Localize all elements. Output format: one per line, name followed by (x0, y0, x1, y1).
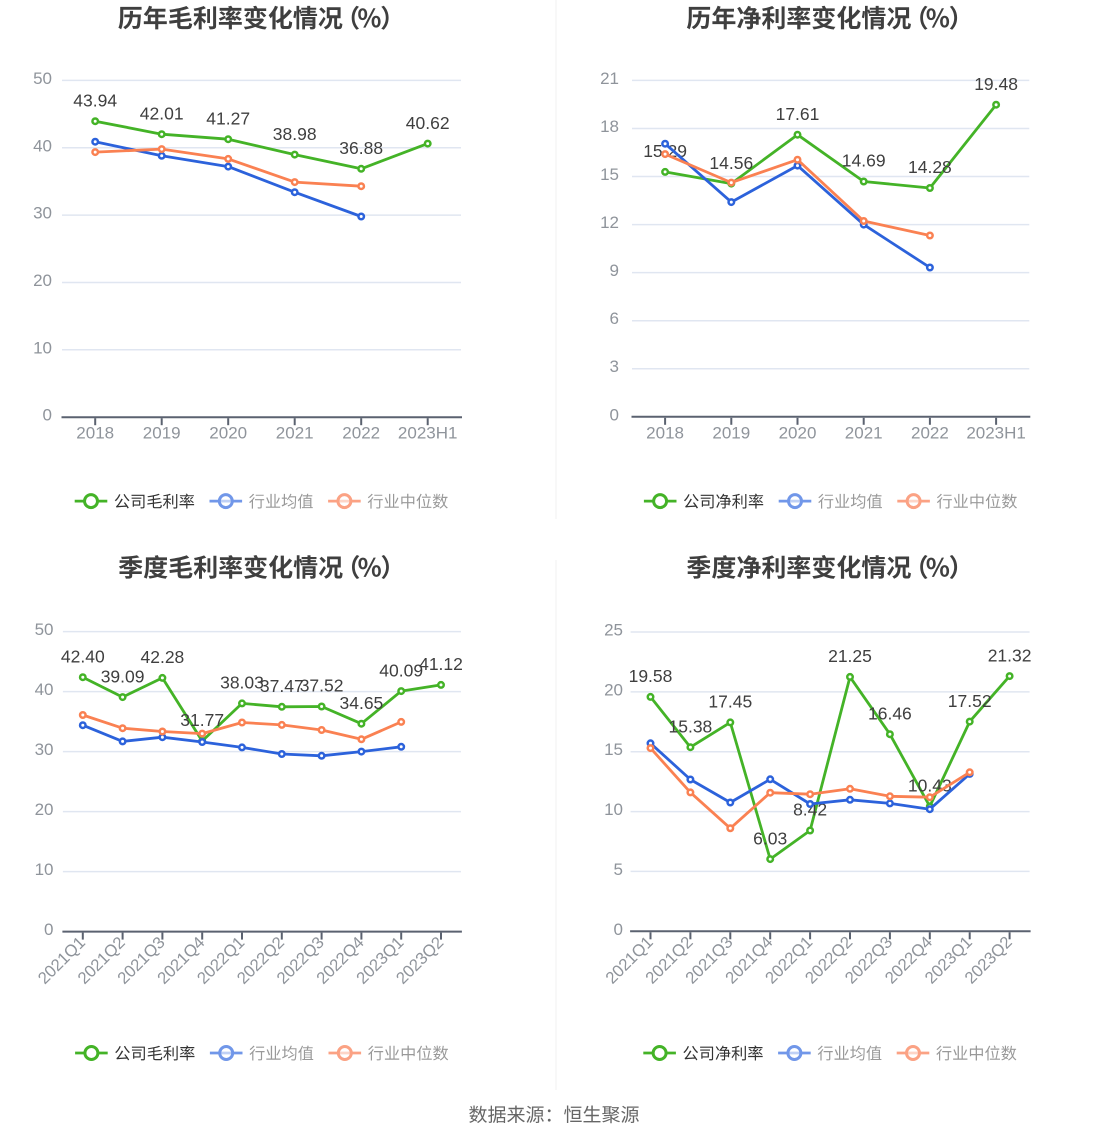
svg-text:42.28: 42.28 (141, 647, 185, 667)
svg-text:37.47: 37.47 (260, 676, 304, 696)
svg-text:0: 0 (614, 920, 623, 939)
svg-text:20: 20 (33, 271, 52, 290)
svg-text:40.62: 40.62 (406, 113, 450, 133)
svg-text:2018: 2018 (646, 423, 684, 442)
svg-text:0: 0 (610, 405, 619, 424)
svg-text:50: 50 (33, 69, 52, 88)
svg-text:2023H1: 2023H1 (398, 424, 458, 443)
svg-text:17.45: 17.45 (708, 692, 752, 712)
svg-text:30: 30 (35, 740, 54, 759)
svg-text:41.12: 41.12 (419, 654, 463, 674)
svg-text:43.94: 43.94 (73, 90, 117, 110)
svg-text:2019: 2019 (143, 424, 181, 443)
svg-text:0: 0 (43, 406, 52, 425)
svg-text:15: 15 (600, 165, 619, 184)
svg-text:2020: 2020 (209, 424, 247, 443)
svg-text:2019: 2019 (712, 423, 750, 442)
svg-text:10: 10 (35, 860, 54, 879)
svg-text:3: 3 (610, 357, 619, 376)
svg-text:37.52: 37.52 (300, 676, 344, 696)
svg-text:42.01: 42.01 (140, 103, 184, 123)
svg-text:2020: 2020 (779, 423, 817, 442)
svg-text:40: 40 (35, 680, 54, 699)
svg-text:2023H1: 2023H1 (966, 423, 1026, 442)
svg-text:2021: 2021 (845, 423, 883, 442)
svg-text:2018: 2018 (76, 424, 114, 443)
svg-text:39.09: 39.09 (101, 666, 145, 686)
svg-text:18: 18 (600, 117, 619, 136)
svg-text:16.46: 16.46 (868, 703, 912, 723)
svg-text:41.27: 41.27 (206, 108, 250, 128)
svg-text:50: 50 (35, 620, 54, 639)
svg-text:8.42: 8.42 (793, 800, 827, 820)
svg-text:10: 10 (33, 338, 52, 357)
svg-text:38.03: 38.03 (220, 673, 264, 693)
svg-text:34.65: 34.65 (340, 693, 384, 713)
svg-text:31.77: 31.77 (180, 710, 224, 730)
svg-text:10.43: 10.43 (908, 776, 952, 796)
svg-text:5: 5 (614, 860, 623, 879)
svg-text:40.09: 40.09 (379, 660, 423, 680)
svg-text:17.52: 17.52 (948, 691, 992, 711)
svg-text:12: 12 (600, 213, 619, 232)
svg-text:40: 40 (33, 136, 52, 155)
svg-text:9: 9 (610, 261, 619, 280)
svg-text:25: 25 (604, 621, 623, 640)
svg-text:14.28: 14.28 (908, 157, 952, 177)
svg-text:19.48: 19.48 (974, 74, 1018, 94)
svg-text:14.69: 14.69 (842, 151, 886, 171)
svg-text:15.38: 15.38 (669, 716, 713, 736)
svg-text:19.58: 19.58 (629, 666, 673, 686)
svg-text:15: 15 (604, 740, 623, 759)
svg-text:36.88: 36.88 (339, 138, 383, 158)
svg-text:42.40: 42.40 (61, 646, 105, 666)
svg-text:21.25: 21.25 (828, 646, 872, 666)
svg-text:20: 20 (35, 800, 54, 819)
svg-text:2022: 2022 (342, 424, 380, 443)
svg-text:2021: 2021 (276, 424, 314, 443)
svg-text:21.32: 21.32 (988, 645, 1032, 665)
svg-text:10: 10 (604, 800, 623, 819)
svg-text:14.56: 14.56 (709, 153, 753, 173)
svg-text:6.03: 6.03 (753, 828, 787, 848)
svg-text:30: 30 (33, 204, 52, 223)
svg-text:20: 20 (604, 680, 623, 699)
svg-text:6: 6 (610, 309, 619, 328)
svg-text:21: 21 (600, 69, 619, 88)
svg-text:17.61: 17.61 (776, 104, 820, 124)
svg-text:38.98: 38.98 (273, 124, 317, 144)
svg-text:0: 0 (44, 920, 53, 939)
svg-text:2022: 2022 (911, 423, 949, 442)
